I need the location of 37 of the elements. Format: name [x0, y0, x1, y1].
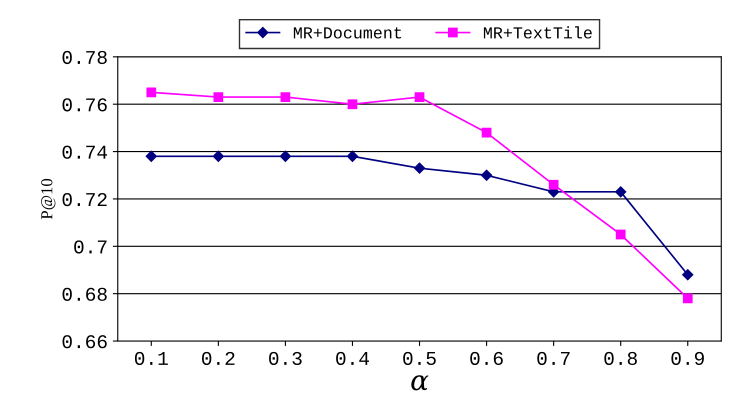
x-tick-label: 0.5	[403, 352, 436, 366]
y-tick-label: 0.66	[62, 335, 107, 348]
y-tick-label: 0.7	[74, 240, 107, 254]
y-tick-label: 0.74	[62, 146, 108, 159]
point	[146, 88, 156, 98]
y-tick-label: 0.78	[62, 50, 107, 64]
point	[616, 230, 626, 240]
x-tick-label: 0.9	[671, 352, 704, 366]
x-tick-label: 0.8	[604, 352, 637, 366]
y-tick-label: 0.76	[62, 98, 107, 112]
point	[146, 150, 157, 162]
x-tick-label: 0.1	[134, 352, 168, 366]
legend-label: MR+Document	[294, 27, 402, 39]
x-tick-label: 0.6	[470, 352, 503, 366]
y-axis-title: P@10	[41, 178, 56, 220]
point	[280, 92, 290, 102]
x-tick-label: 0.4	[336, 352, 369, 366]
point	[414, 92, 424, 102]
point	[548, 180, 558, 190]
x-tick-label: 0.7	[537, 352, 570, 366]
point	[480, 170, 492, 181]
x-tick-label: 0.2	[202, 352, 234, 366]
point	[212, 150, 224, 162]
y-tick-label: 0.68	[62, 288, 107, 301]
point	[280, 150, 292, 162]
point	[346, 150, 358, 162]
y-tick-label: 0.72	[62, 192, 107, 206]
point	[615, 186, 626, 198]
legend-label: MR+TextTile	[484, 26, 592, 39]
point	[682, 294, 693, 304]
point	[213, 92, 224, 102]
point	[482, 128, 492, 138]
x-tick-label: 0.3	[269, 352, 302, 366]
point	[414, 162, 426, 174]
point	[348, 99, 358, 110]
x-axis-title: α	[411, 375, 428, 390]
point	[682, 269, 694, 280]
